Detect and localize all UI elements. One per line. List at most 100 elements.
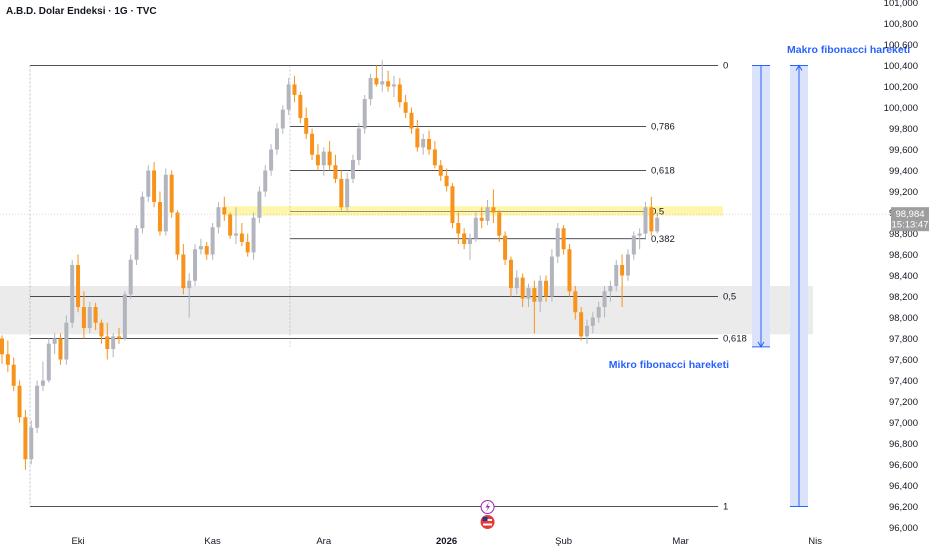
candle-body[interactable] [625, 254, 630, 276]
candle-body[interactable] [450, 186, 455, 223]
candle-body[interactable] [152, 170, 157, 203]
candle-body[interactable] [257, 191, 262, 218]
candle-body[interactable] [497, 212, 502, 236]
candle-body[interactable] [573, 291, 578, 313]
candle-body[interactable] [99, 322, 104, 337]
candle-body[interactable] [111, 336, 116, 349]
candle-body[interactable] [81, 307, 86, 328]
candle-body[interactable] [596, 307, 601, 318]
candle-body[interactable] [193, 249, 198, 281]
candle-body[interactable] [532, 288, 537, 302]
candle-body[interactable] [280, 109, 285, 129]
candle-body[interactable] [362, 99, 367, 129]
candle-body[interactable] [567, 249, 572, 292]
candle-body[interactable] [538, 280, 543, 302]
candle-body[interactable] [292, 84, 297, 95]
candle-body[interactable] [415, 128, 420, 148]
candle-body[interactable] [620, 265, 625, 276]
candle-body[interactable] [608, 286, 613, 292]
candle-body[interactable] [204, 246, 209, 255]
candle-body[interactable] [35, 385, 40, 428]
candle-body[interactable] [655, 217, 660, 232]
candle-body[interactable] [175, 212, 180, 255]
candle-body[interactable] [228, 214, 233, 236]
candle-body[interactable] [169, 174, 174, 213]
candle-body[interactable] [122, 294, 127, 339]
candle-body[interactable] [368, 78, 373, 100]
candle-body[interactable] [251, 217, 256, 253]
candle-body[interactable] [403, 102, 408, 113]
candle-body[interactable] [391, 84, 396, 87]
candle-body[interactable] [520, 277, 525, 299]
candle-body[interactable] [590, 317, 595, 326]
candle-body[interactable] [64, 322, 69, 360]
candle-body[interactable] [70, 265, 75, 323]
candle-body[interactable] [58, 338, 63, 360]
candle-body[interactable] [333, 165, 338, 179]
candle-body[interactable] [310, 133, 315, 155]
candle-body[interactable] [479, 217, 484, 221]
candle-body[interactable] [491, 207, 496, 213]
candle-body[interactable] [23, 417, 28, 460]
candle-body[interactable] [222, 207, 227, 215]
candle-body[interactable] [579, 312, 584, 337]
candle-body[interactable] [438, 165, 443, 176]
candle-body[interactable] [444, 175, 449, 187]
candle-body[interactable] [374, 78, 379, 85]
candle-body[interactable] [397, 84, 402, 103]
candle-body[interactable] [614, 265, 619, 286]
candle-body[interactable] [508, 259, 513, 289]
candle-body[interactable] [140, 196, 145, 229]
candle-body[interactable] [5, 354, 10, 365]
candle-body[interactable] [339, 178, 344, 208]
candle-body[interactable] [117, 336, 121, 339]
candle-body[interactable] [29, 427, 34, 460]
candle-body[interactable] [263, 170, 268, 192]
candle-body[interactable] [643, 207, 648, 234]
candle-body[interactable] [602, 291, 607, 307]
candle-body[interactable] [181, 254, 186, 289]
candle-body[interactable] [286, 84, 291, 110]
candle-body[interactable] [456, 223, 461, 234]
candle-body[interactable] [76, 265, 81, 307]
candle-body[interactable] [432, 149, 437, 166]
candle-body[interactable] [561, 228, 566, 250]
candle-body[interactable] [187, 280, 192, 289]
candle-body[interactable] [421, 139, 426, 148]
candle-body[interactable] [128, 259, 133, 295]
candle-body[interactable] [216, 207, 221, 228]
candle-body[interactable] [485, 207, 490, 221]
candle-body[interactable] [503, 235, 508, 260]
candle-body[interactable] [427, 139, 432, 150]
candle-body[interactable] [315, 154, 320, 166]
candle-body[interactable] [462, 233, 467, 245]
candle-body[interactable] [146, 170, 151, 197]
candle-body[interactable] [269, 149, 274, 171]
candle-body[interactable] [549, 256, 554, 297]
candle-body[interactable] [234, 233, 238, 236]
candle-body[interactable] [298, 94, 303, 118]
candle-body[interactable] [157, 202, 162, 232]
candle-body[interactable] [585, 325, 589, 337]
candle-body[interactable] [163, 174, 168, 232]
candle-body[interactable] [514, 277, 519, 289]
candle-body[interactable] [52, 338, 57, 344]
candle-body[interactable] [17, 385, 22, 418]
candle-body[interactable] [544, 280, 549, 297]
candle-body[interactable] [631, 235, 636, 255]
candle-body[interactable] [210, 227, 215, 255]
candle-body[interactable] [327, 151, 332, 166]
candle-body[interactable] [304, 118, 309, 134]
candle-body[interactable] [468, 238, 472, 244]
candle-body[interactable] [245, 241, 250, 253]
candle-body[interactable] [555, 228, 560, 257]
candle-body[interactable] [649, 207, 654, 232]
candle-body[interactable] [11, 364, 16, 386]
candle-body[interactable] [105, 336, 110, 349]
candle-body[interactable] [87, 307, 92, 328]
candle-body[interactable] [526, 288, 531, 299]
candle-body[interactable] [274, 128, 279, 150]
candle-body[interactable] [473, 217, 478, 239]
candle-body[interactable] [46, 343, 51, 381]
